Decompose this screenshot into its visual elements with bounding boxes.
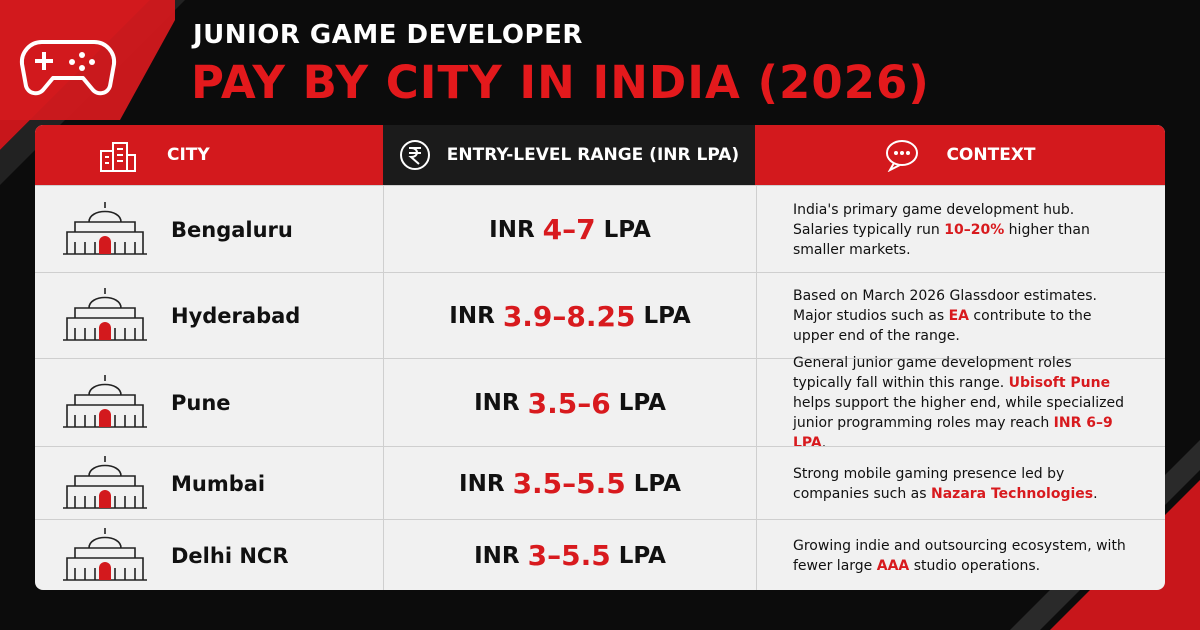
range-unit: INR xyxy=(459,470,505,497)
pay-range: INR 4–7 LPA xyxy=(383,186,757,273)
context-segment: contribute to the upper end of the range… xyxy=(793,308,1092,344)
landmark-icon xyxy=(63,201,147,255)
range-unit: INR xyxy=(449,303,495,329)
range-value: 3.9–8.25 xyxy=(502,299,636,333)
range-value: 3.5–5.5 xyxy=(512,467,626,500)
landmark-icon xyxy=(63,288,147,341)
table-row: Bengaluru INR 4–7 LPA India's primary game d… xyxy=(35,185,1165,273)
landmark-icon xyxy=(63,527,147,581)
header-text: CITY xyxy=(167,145,210,165)
context-segment: India's primary game development hub. Sa… xyxy=(793,201,1075,238)
range-value: 3.5–6 xyxy=(527,386,611,420)
range-unit: LPA xyxy=(643,303,691,329)
city-name: Bengaluru xyxy=(171,217,293,242)
header-cell: CONTEXT xyxy=(755,125,1165,185)
table-row: Mumbai INR 3.5–5.5 LPA Strong mobile gaming … xyxy=(35,446,1165,520)
context-highlight: INR 6–9 LPA xyxy=(793,415,1113,451)
context-cell: India's primary game development hub. Sa… xyxy=(793,186,1133,273)
city-name: Mumbai xyxy=(171,471,266,496)
city-name: Pune xyxy=(171,391,231,415)
context-highlight: AAA xyxy=(876,557,910,574)
landmark-icon xyxy=(63,375,147,428)
context-text: Growing indie and outsourcing ecosystem,… xyxy=(793,536,1133,576)
context-text: India's primary game development hub. Sa… xyxy=(793,200,1133,260)
chat-icon xyxy=(886,140,919,172)
pay-range: INR 3.5–6 LPA xyxy=(383,359,757,447)
city-icon xyxy=(100,142,136,172)
range-unit: LPA xyxy=(603,216,651,243)
header-text: ENTRY-LEVEL RANGE (INR LPA) xyxy=(446,145,740,165)
header-text: CONTEXT xyxy=(946,145,1036,165)
context-highlight: Nazara Technologies xyxy=(931,485,1094,502)
context-segment: helps support the higher end, while spec… xyxy=(793,395,1125,431)
context-text: Based on March 2026 Glassdoor estimates.… xyxy=(793,286,1133,346)
header-cell: CITY xyxy=(35,125,383,185)
context-segment: higher than smaller markets. xyxy=(793,221,1090,258)
header-cell: ENTRY-LEVEL RANGE (INR LPA) xyxy=(383,125,755,185)
title-line2: PAY BY CITY IN INDIA (2026) xyxy=(191,56,930,109)
range-value: 4–7 xyxy=(542,213,596,246)
context-cell: Growing indie and outsourcing ecosystem,… xyxy=(793,520,1133,590)
context-highlight: EA xyxy=(948,308,969,324)
context-cell: Strong mobile gaming presence led by com… xyxy=(793,447,1133,520)
context-cell: Based on March 2026 Glassdoor estimates.… xyxy=(793,273,1133,359)
range-unit: INR xyxy=(489,216,535,243)
range-unit: INR xyxy=(474,542,520,569)
rupee-icon xyxy=(399,140,430,170)
context-text: Strong mobile gaming presence led by com… xyxy=(793,464,1133,504)
landmark-icon xyxy=(63,455,147,509)
context-highlight: 10–20% xyxy=(944,221,1005,238)
pay-range: INR 3.5–5.5 LPA xyxy=(383,447,757,520)
context-cell: General junior game development roles ty… xyxy=(793,355,1133,451)
range-unit: LPA xyxy=(633,470,681,497)
context-segment: Based on March 2026 Glassdoor estimates.… xyxy=(793,288,1098,324)
context-segment: Strong mobile gaming presence led by com… xyxy=(793,465,1065,502)
range-unit: LPA xyxy=(618,390,666,416)
pay-table: CITY ENTRY-LEVEL RANGE (INR LPA) CONTEXT… xyxy=(35,125,1165,590)
context-highlight: Ubisoft Pune xyxy=(1008,375,1111,391)
context-segment: studio operations. xyxy=(909,557,1041,574)
context-segment: . xyxy=(1093,485,1098,502)
table-row: Delhi NCR INR 3–5.5 LPA Growing indie and ou… xyxy=(35,519,1165,590)
pay-range: INR 3–5.5 LPA xyxy=(383,520,757,590)
range-unit: INR xyxy=(474,390,520,416)
table-row: Hyderabad INR 3.9–8.25 LPA Based on March 20… xyxy=(35,272,1165,359)
title-line1: JUNIOR GAME DEVELOPER xyxy=(193,20,583,50)
city-name: Delhi NCR xyxy=(171,543,289,568)
pay-range: INR 3.9–8.25 LPA xyxy=(383,273,757,359)
context-segment: General junior game development roles ty… xyxy=(793,355,1072,391)
range-unit: LPA xyxy=(618,542,666,569)
city-name: Hyderabad xyxy=(171,304,301,328)
context-segment: Growing indie and outsourcing ecosystem,… xyxy=(793,537,1126,574)
table-row: Pune INR 3.5–6 LPA General junior game devel… xyxy=(35,355,1165,451)
context-segment: . xyxy=(821,435,827,451)
context-text: General junior game development roles ty… xyxy=(793,353,1133,453)
range-value: 3–5.5 xyxy=(527,539,611,572)
